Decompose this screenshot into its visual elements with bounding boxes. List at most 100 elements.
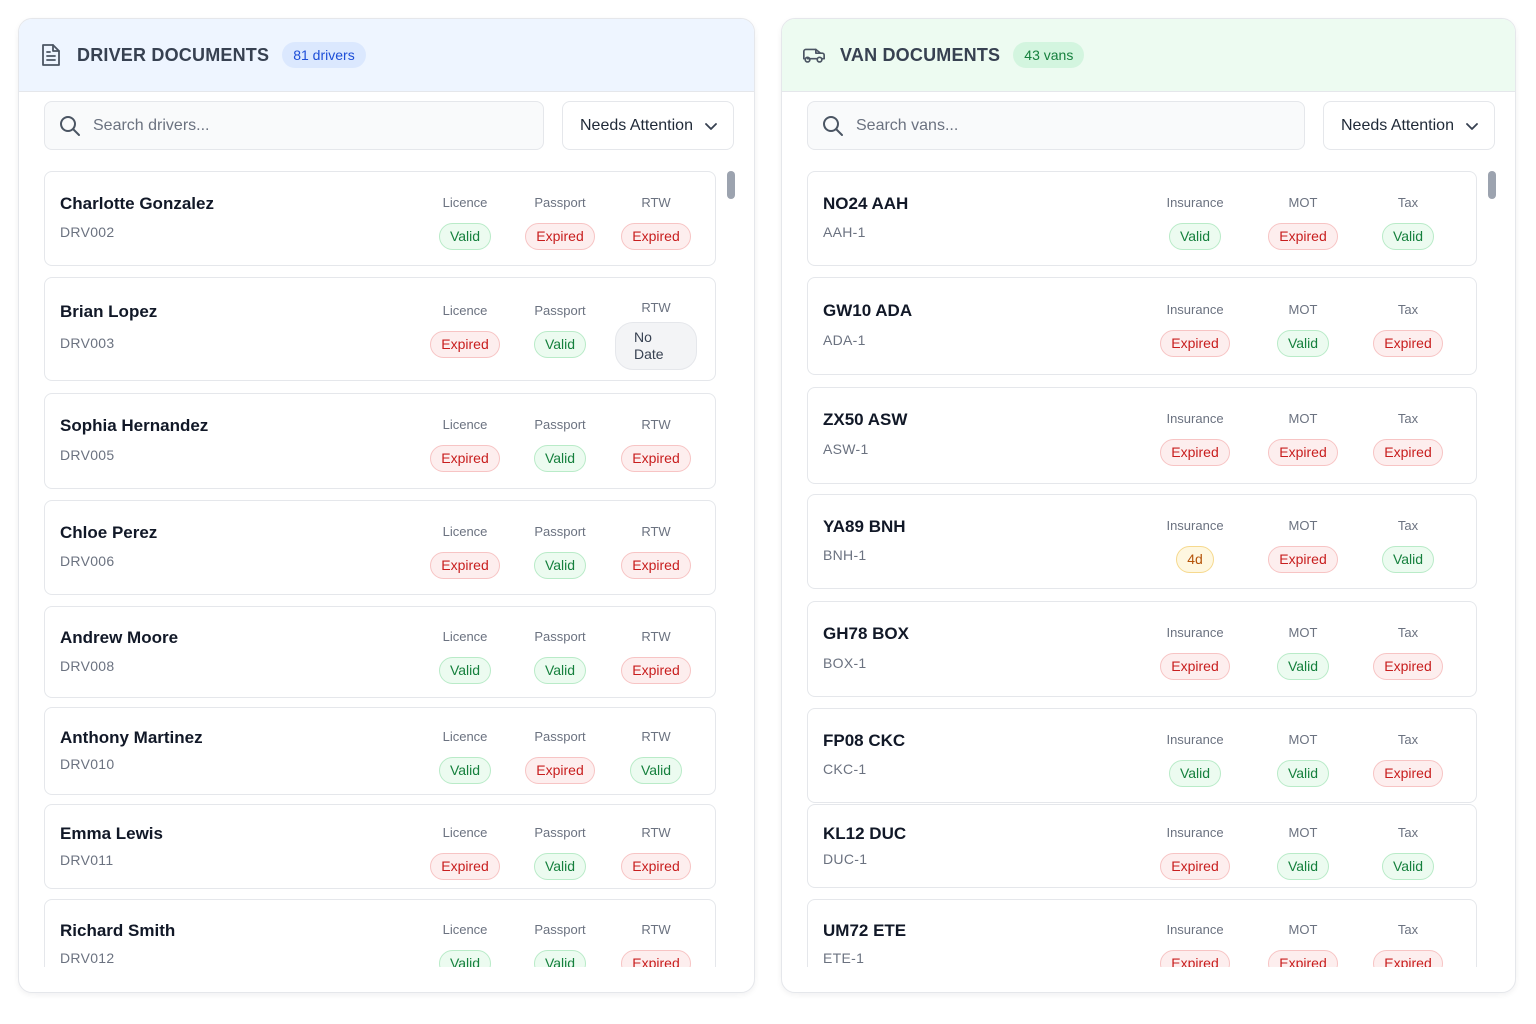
status-badge: Valid bbox=[438, 657, 492, 684]
document-label: Passport bbox=[534, 417, 586, 432]
search-icon bbox=[823, 115, 843, 136]
van-icon bbox=[802, 43, 826, 67]
document-status: Licence Valid bbox=[410, 629, 520, 684]
list-item[interactable]: Andrew Moore DRV008 Licence Valid Passport Va… bbox=[44, 606, 716, 698]
scrollbar-thumb[interactable] bbox=[1488, 171, 1496, 199]
document-label: RTW bbox=[641, 195, 671, 210]
driver-name: Chloe Perez bbox=[60, 522, 158, 542]
document-icon bbox=[39, 43, 63, 67]
document-status: Insurance 4d bbox=[1140, 518, 1250, 573]
scrollbar-thumb[interactable] bbox=[727, 171, 735, 199]
van-id: ADA-1 bbox=[823, 331, 866, 348]
list-item[interactable]: UM72 ETE ETE-1 Insurance Expired MOT Expired T… bbox=[807, 899, 1477, 967]
list-item[interactable]: Brian Lopez DRV003 Licence Expired Passport V… bbox=[44, 277, 716, 381]
driver-id: DRV006 bbox=[60, 553, 115, 570]
document-label: MOT bbox=[1288, 825, 1318, 840]
document-status: Passport Valid bbox=[505, 417, 615, 472]
document-status: Passport Valid bbox=[505, 524, 615, 579]
search-icon bbox=[60, 115, 80, 136]
document-status: Insurance Expired bbox=[1140, 302, 1250, 357]
list-item[interactable]: NO24 AAH AAH-1 Insurance Valid MOT Expired Tax… bbox=[807, 171, 1477, 266]
document-label: Licence bbox=[442, 729, 488, 744]
van-name: UM72 ETE bbox=[823, 920, 907, 940]
document-label: Tax bbox=[1397, 922, 1419, 937]
van-search[interactable] bbox=[807, 101, 1305, 150]
list-item[interactable]: Sophia Hernandez DRV005 Licence Expired Pass… bbox=[44, 393, 716, 489]
document-status: Tax Expired bbox=[1353, 625, 1463, 680]
van-id: AAH-1 bbox=[823, 224, 866, 241]
list-item[interactable]: Richard Smith DRV012 Licence Valid Passport V… bbox=[44, 899, 716, 967]
document-status: RTW Valid bbox=[601, 729, 711, 784]
list-item[interactable]: Anthony Martinez DRV010 Licence Valid Passpo… bbox=[44, 707, 716, 795]
driver-name: Emma Lewis bbox=[60, 824, 163, 844]
status-badge: Expired bbox=[621, 223, 691, 250]
status-badge: Valid bbox=[1168, 223, 1222, 250]
status-badge: Expired bbox=[1268, 439, 1338, 466]
van-id: CKC-1 bbox=[823, 761, 867, 778]
document-label: Passport bbox=[534, 825, 586, 840]
status-badge: Valid bbox=[1381, 853, 1435, 880]
document-status: MOT Expired bbox=[1248, 518, 1358, 573]
document-label: MOT bbox=[1288, 732, 1318, 747]
list-item[interactable]: GH78 BOX BOX-1 Insurance Expired MOT Valid Tax… bbox=[807, 601, 1477, 697]
document-label: Passport bbox=[534, 922, 586, 937]
chevron-down-icon bbox=[1466, 123, 1478, 130]
status-badge: Expired bbox=[621, 657, 691, 684]
document-status: Passport Valid bbox=[505, 922, 615, 967]
driver-list[interactable]: Charlotte Gonzalez DRV002 Licence Valid Pass… bbox=[44, 171, 716, 967]
document-status: RTW Expired bbox=[601, 825, 711, 880]
status-badge: Expired bbox=[1373, 760, 1443, 787]
van-documents-panel: VAN DOCUMENTS 43 vans Needs Attention NO… bbox=[781, 18, 1516, 993]
document-label: Tax bbox=[1397, 825, 1419, 840]
document-label: Tax bbox=[1397, 732, 1419, 747]
van-toolbar: Needs Attention bbox=[807, 101, 1495, 151]
document-label: MOT bbox=[1288, 518, 1318, 533]
list-item[interactable]: KL12 DUC DUC-1 Insurance Expired MOT Valid Tax… bbox=[807, 804, 1477, 888]
list-item[interactable]: Chloe Perez DRV006 Licence Expired Passport V… bbox=[44, 500, 716, 595]
van-search-input[interactable] bbox=[856, 116, 1256, 135]
driver-search[interactable] bbox=[44, 101, 544, 150]
status-badge: Valid bbox=[1381, 223, 1435, 250]
document-label: MOT bbox=[1288, 411, 1318, 426]
document-status: Insurance Valid bbox=[1140, 195, 1250, 250]
document-label: Insurance bbox=[1166, 195, 1224, 210]
list-item[interactable]: YA89 BNH BNH-1 Insurance 4d MOT Expired Tax Val… bbox=[807, 494, 1477, 589]
document-label: Licence bbox=[442, 195, 488, 210]
driver-panel-header: DRIVER DOCUMENTS 81 drivers bbox=[19, 19, 754, 92]
list-item[interactable]: Charlotte Gonzalez DRV002 Licence Valid Pass… bbox=[44, 171, 716, 266]
driver-search-input[interactable] bbox=[93, 116, 493, 135]
status-badge: Expired bbox=[430, 853, 500, 880]
list-item[interactable]: ZX50 ASW ASW-1 Insurance Expired MOT Expired T… bbox=[807, 387, 1477, 484]
list-item[interactable]: FP08 CKC CKC-1 Insurance Valid MOT Valid Tax Ex… bbox=[807, 708, 1477, 803]
document-label: Passport bbox=[534, 195, 586, 210]
document-status: RTW Expired bbox=[601, 922, 711, 967]
document-label: Passport bbox=[534, 524, 586, 539]
status-badge: Expired bbox=[430, 552, 500, 579]
status-badge: No Date bbox=[615, 322, 697, 370]
document-label: Passport bbox=[534, 629, 586, 644]
document-status: Passport Expired bbox=[505, 729, 615, 784]
list-item[interactable]: GW10 ADA ADA-1 Insurance Expired MOT Valid Tax… bbox=[807, 277, 1477, 375]
status-badge: Valid bbox=[533, 552, 587, 579]
list-item[interactable]: Emma Lewis DRV011 Licence Expired Passport Va… bbox=[44, 804, 716, 889]
document-status: MOT Valid bbox=[1248, 625, 1358, 680]
driver-filter-dropdown[interactable]: Needs Attention bbox=[562, 101, 734, 150]
status-badge: Valid bbox=[1276, 330, 1330, 357]
document-label: Tax bbox=[1397, 625, 1419, 640]
status-badge: Valid bbox=[1276, 853, 1330, 880]
document-status: MOT Valid bbox=[1248, 825, 1358, 880]
van-filter-dropdown[interactable]: Needs Attention bbox=[1323, 101, 1495, 150]
driver-id: DRV012 bbox=[60, 949, 115, 966]
driver-name: Sophia Hernandez bbox=[60, 416, 209, 436]
driver-list-scrollbar[interactable] bbox=[726, 171, 736, 967]
van-name: GW10 ADA bbox=[823, 300, 913, 320]
van-id: ASW-1 bbox=[823, 441, 869, 458]
document-status: Passport Valid bbox=[505, 825, 615, 880]
status-badge: Expired bbox=[1268, 546, 1338, 573]
van-list[interactable]: NO24 AAH AAH-1 Insurance Valid MOT Expired Tax… bbox=[807, 171, 1477, 967]
status-badge: Expired bbox=[1268, 223, 1338, 250]
status-badge: Expired bbox=[1373, 950, 1443, 967]
document-status: Licence Expired bbox=[410, 524, 520, 579]
document-status: RTW Expired bbox=[601, 195, 711, 250]
van-list-scrollbar[interactable] bbox=[1487, 171, 1497, 967]
